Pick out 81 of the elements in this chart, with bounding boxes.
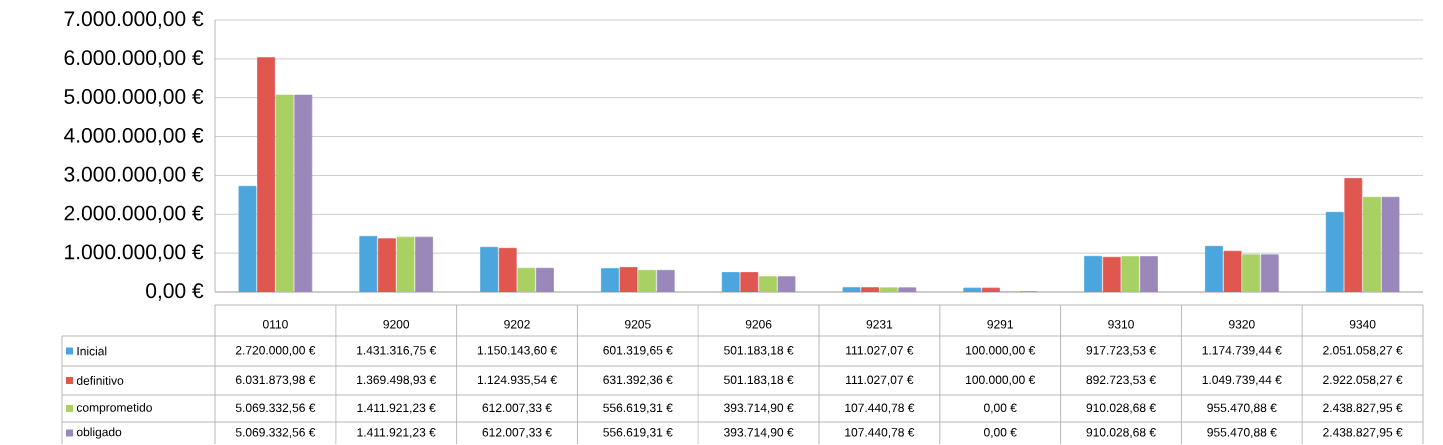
bar: [1121, 256, 1140, 292]
bar: [517, 267, 536, 292]
data-label: 2.438.827,95 €: [1323, 428, 1403, 438]
data-label: 0,00 €: [984, 403, 1017, 414]
bar: [982, 287, 1000, 292]
y-tick-label: 5.000.000,00 €: [64, 89, 204, 107]
y-tick-label: 1.000.000,00 €: [65, 244, 204, 262]
bar: [1344, 178, 1363, 292]
data-label: 2.051.058,27 €: [1323, 346, 1403, 356]
data-label: 556.619,31 €: [603, 403, 673, 414]
data-label: 910.028,68 €: [1086, 403, 1156, 414]
data-label: 0,00 €: [984, 428, 1017, 438]
bar: [257, 57, 276, 292]
x-tick-label: 9200: [383, 320, 410, 329]
legend-label: obligado: [76, 427, 122, 439]
data-label: 601.319,65 €: [603, 346, 673, 356]
data-label: 100.000,00 €: [966, 346, 1036, 356]
data-label: 917.723,53 €: [1086, 346, 1156, 356]
y-tick-label: 7.000.000,00 €: [64, 11, 204, 29]
data-label: 892.723,53 €: [1086, 375, 1156, 386]
data-label: 5.069.332,56 €: [235, 403, 316, 414]
data-label: 1.174.739,44 €: [1202, 346, 1282, 356]
data-label: 1.431.316,75 €: [357, 346, 437, 356]
bar: [275, 94, 294, 292]
x-tick-label: 9205: [625, 320, 651, 329]
data-label: 910.028,68 €: [1086, 428, 1156, 438]
x-tick-label: 9320: [1229, 320, 1255, 329]
data-label: 1.049.739,44 €: [1202, 375, 1282, 386]
bar: [619, 267, 638, 292]
data-label: 612.007,33 €: [482, 403, 552, 414]
bar: [1223, 250, 1242, 292]
data-label: 393.714,90 €: [724, 428, 794, 438]
data-label: 393.714,90 €: [724, 403, 794, 414]
data-label: 1.124.935,54 €: [477, 375, 557, 386]
bar: [638, 269, 657, 292]
legend-label: comprometido: [76, 402, 152, 415]
data-label: 1.411.921,23 €: [357, 403, 436, 414]
bar: [1102, 256, 1121, 292]
data-label: 1.150.143,60 €: [477, 346, 557, 356]
y-tick-label: 6.000.000,00 €: [64, 50, 204, 68]
data-label: 955.470,88 €: [1207, 403, 1277, 414]
data-label: 612.007,33 €: [482, 428, 552, 438]
bar: [861, 287, 880, 292]
data-label: 2.438.827,95 €: [1323, 403, 1403, 414]
legend-label: definitivo: [76, 376, 124, 385]
data-label: 501.183,18 €: [724, 346, 794, 356]
data-label: 111.027,07 €: [846, 375, 914, 386]
bar: [759, 276, 777, 292]
legend-label: Inicial: [77, 346, 107, 356]
data-label: 1.411.921,23 €: [357, 428, 436, 438]
data-label: 100.000,00 €: [966, 375, 1036, 386]
bar: [1363, 196, 1381, 292]
x-tick-label: 0110: [262, 320, 288, 329]
x-tick-label: 9291: [987, 320, 1013, 329]
data-label: 6.031.873,98 €: [235, 375, 316, 386]
data-label: 1.369.498,93 €: [357, 375, 437, 386]
bar: [1242, 254, 1261, 292]
bar: [498, 247, 517, 292]
data-label: 107.440,78 €: [845, 428, 915, 438]
data-label: 111.027,07 €: [846, 346, 914, 356]
y-tick-label: 0,00 €: [146, 283, 204, 301]
y-tick-label: 3.000.000,00 €: [64, 166, 204, 185]
bar: [740, 272, 759, 292]
x-tick-label: 9231: [866, 320, 893, 329]
data-label: 556.619,31 €: [603, 428, 673, 438]
x-tick-label: 9206: [745, 320, 772, 329]
bar: [378, 238, 396, 292]
x-tick-label: 9310: [1108, 320, 1134, 329]
y-tick-label: 2.000.000,00 €: [64, 205, 204, 223]
bar: [879, 287, 898, 292]
data-label: 631.392,36 €: [603, 375, 673, 386]
y-tick-label: 4.000.000,00 €: [64, 127, 204, 146]
data-label: 955.470,88 €: [1207, 428, 1277, 438]
x-tick-label: 9202: [504, 320, 530, 329]
x-tick-label: 9340: [1349, 320, 1376, 329]
bar: [396, 236, 415, 292]
data-label: 2.720.000,00 €: [235, 346, 316, 356]
data-label: 501.183,18 €: [724, 375, 794, 386]
data-label: 107.440,78 €: [845, 403, 915, 414]
data-label: 2.922.058,27 €: [1323, 375, 1403, 386]
data-label: 5.069.332,56 €: [235, 428, 316, 438]
